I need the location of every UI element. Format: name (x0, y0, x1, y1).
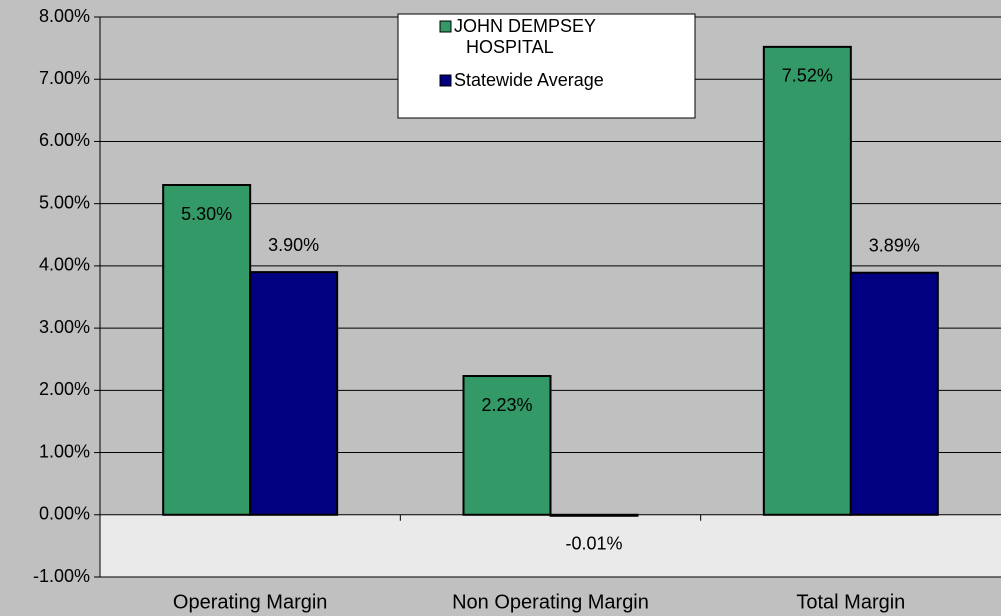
y-tick-label: 0.00% (39, 504, 90, 524)
y-tick-label: 7.00% (39, 68, 90, 88)
bar (762, 45, 852, 516)
data-label: 5.30% (181, 204, 232, 224)
y-tick-label: 4.00% (39, 255, 90, 275)
floor (100, 514, 1001, 577)
data-label: 2.23% (481, 395, 532, 415)
y-tick-label: 5.00% (39, 192, 90, 212)
bar (549, 513, 639, 517)
bar (162, 184, 252, 516)
x-tick-label: Operating Margin (173, 591, 328, 613)
y-tick-label: 8.00% (39, 6, 90, 26)
y-tick-label: 3.00% (39, 317, 90, 337)
legend-swatch (439, 74, 452, 87)
data-label: 3.90% (268, 235, 319, 255)
bar (849, 271, 939, 516)
x-tick-label: Non Operating Margin (452, 591, 649, 613)
legend-label: Statewide Average (454, 70, 604, 90)
y-tick-label: 6.00% (39, 130, 90, 150)
bar (462, 375, 552, 516)
x-tick-label: Total Margin (796, 591, 905, 613)
bar (249, 271, 339, 516)
legend-label: JOHN DEMPSEY HOSPITAL (454, 16, 596, 57)
y-tick-label: 2.00% (39, 379, 90, 399)
data-label: 3.89% (869, 235, 920, 255)
y-tick-label: 1.00% (39, 441, 90, 461)
legend-swatch (439, 20, 452, 33)
data-label: -0.01% (565, 534, 622, 554)
data-label: 7.52% (782, 66, 833, 86)
y-tick-label: -1.00% (33, 566, 90, 586)
